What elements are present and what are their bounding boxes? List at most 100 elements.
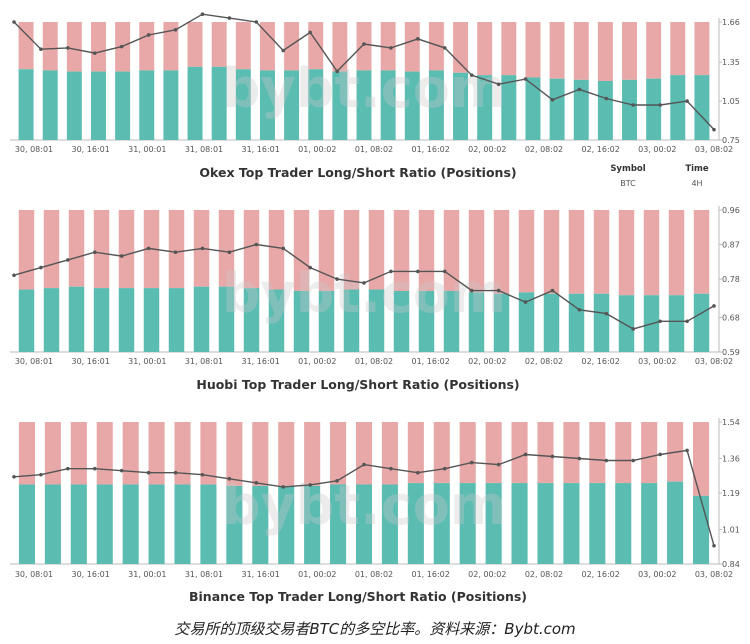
long-bar <box>96 484 113 564</box>
long-bar <box>511 483 528 564</box>
long-bar <box>18 289 35 352</box>
long-bar <box>118 288 135 352</box>
long-bar <box>618 295 635 352</box>
short-bar <box>268 210 285 290</box>
short-bar <box>407 422 424 484</box>
short-bar <box>44 422 61 485</box>
ratio-point <box>92 466 97 471</box>
x-tick-label: 02, 08:02 <box>525 357 563 366</box>
short-bar <box>252 422 269 486</box>
long-bar <box>211 66 227 140</box>
ratio-point <box>227 477 232 481</box>
x-tick-label: 01, 00:02 <box>298 357 336 366</box>
x-tick-label: 03, 00:02 <box>638 570 676 579</box>
y-tick-label: 0.75 <box>722 136 740 145</box>
chart-title: Huobi Top Trader Long/Short Ratio (Posit… <box>196 377 519 392</box>
ratio-point <box>12 20 16 24</box>
ratio-point <box>389 466 393 471</box>
huobi-chart: bybt.com 0.59 0.68 0.78 0.87 0.96 30, 08:01 30,… <box>10 206 740 392</box>
ratio-point <box>658 319 662 324</box>
y-tick-label: 0.84 <box>722 560 740 569</box>
short-bar <box>278 422 295 486</box>
x-tick-label: 02, 16:02 <box>582 570 620 579</box>
long-bar <box>193 286 210 352</box>
short-bar <box>641 422 658 484</box>
ratio-point <box>712 304 716 308</box>
ratio-point <box>416 269 420 274</box>
short-bar <box>235 22 251 70</box>
long-bar <box>428 70 444 140</box>
short-bar <box>549 22 565 79</box>
long-bar <box>443 290 460 352</box>
short-bar <box>525 22 541 78</box>
long-bar <box>332 71 348 140</box>
short-bar <box>18 422 35 485</box>
x-tick-label: 31, 08:01 <box>185 145 223 154</box>
ratio-point <box>335 69 339 74</box>
long-bar <box>407 483 424 564</box>
short-bar <box>493 210 510 294</box>
long-bar <box>593 293 610 352</box>
x-tick-label: 03, 00:02 <box>638 357 676 366</box>
x-tick-label: 02, 16:02 <box>582 145 620 154</box>
ratio-point <box>712 543 716 548</box>
short-bar <box>304 422 321 486</box>
ratio-point <box>577 456 582 461</box>
x-tick-label: 01, 16:02 <box>412 570 450 579</box>
ratio-point <box>254 20 259 24</box>
long-bar <box>42 70 58 140</box>
x-tick-label: 31, 00:01 <box>128 145 166 154</box>
ratio-point <box>362 281 366 285</box>
ratio-point <box>281 48 286 53</box>
ratio-point <box>442 46 447 50</box>
ratio-point <box>308 265 312 270</box>
short-bar <box>485 422 502 484</box>
y-tick-label: 1.05 <box>722 97 740 106</box>
long-bar <box>549 78 565 140</box>
short-bar <box>343 210 360 290</box>
x-tick-label: 02, 00:02 <box>468 570 506 579</box>
short-bar <box>96 422 113 485</box>
short-bar <box>618 210 635 296</box>
ratio-point <box>173 470 178 475</box>
long-bar <box>368 289 385 352</box>
short-bar <box>380 22 396 71</box>
short-bar <box>226 422 243 486</box>
short-bar <box>318 210 335 291</box>
long-bar <box>304 485 321 564</box>
short-bar <box>368 210 385 290</box>
short-bar <box>477 22 493 76</box>
x-tick-label: 01, 08:02 <box>355 570 393 579</box>
ratio-point <box>604 458 609 463</box>
ratio-point <box>416 37 420 41</box>
short-bar <box>187 22 203 67</box>
long-bar <box>122 484 139 564</box>
ratio-point <box>523 300 528 304</box>
short-bar <box>93 210 110 289</box>
x-tick-label: 02, 08:02 <box>525 570 563 579</box>
x-tick-label: 31, 00:01 <box>128 357 166 366</box>
long-bar <box>646 78 662 140</box>
long-bar <box>568 293 585 352</box>
ratio-point <box>631 458 636 463</box>
long-bar <box>453 72 469 140</box>
ratio-point <box>12 474 16 479</box>
long-bar <box>93 288 110 352</box>
x-tick-label: 31, 08:01 <box>185 570 223 579</box>
short-bar <box>646 22 662 79</box>
short-bar <box>200 422 217 485</box>
y-tick-label: 0.59 <box>722 348 740 357</box>
ratio-point <box>416 470 420 475</box>
short-bar <box>68 210 85 287</box>
ratio-point <box>550 454 555 459</box>
long-bar <box>218 286 235 352</box>
long-bar <box>693 293 710 352</box>
y-tick-label: 1.66 <box>722 18 740 27</box>
long-bar <box>43 288 60 352</box>
x-tick-label: 30, 08:01 <box>15 145 53 154</box>
short-bar <box>18 22 34 70</box>
short-bar <box>537 422 554 484</box>
y-tick-label: 0.87 <box>722 241 740 250</box>
long-bar <box>694 75 710 140</box>
ratio-point <box>685 448 689 453</box>
